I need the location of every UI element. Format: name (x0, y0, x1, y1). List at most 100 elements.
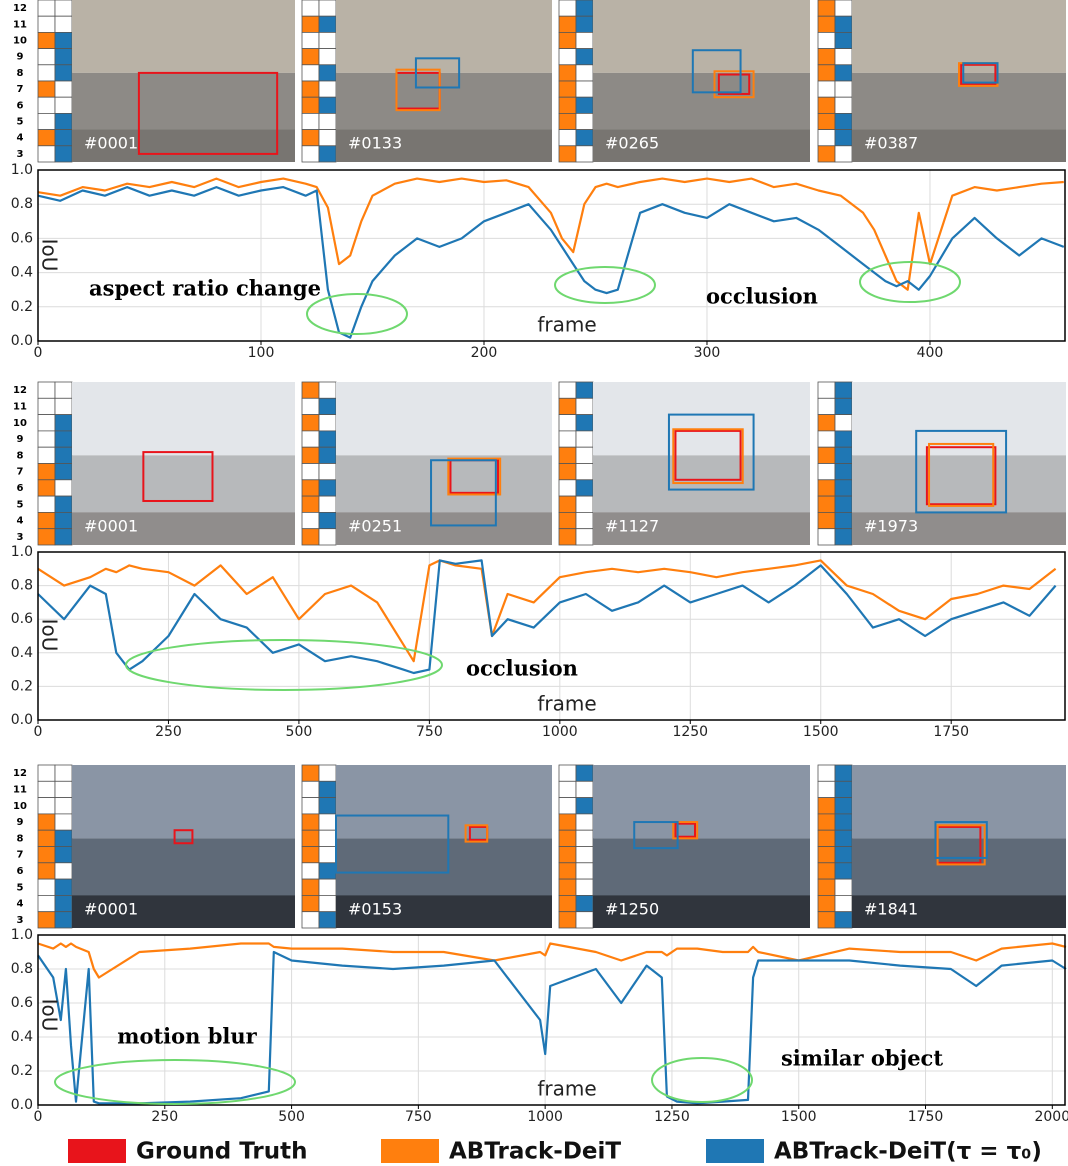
layer-cell (55, 146, 72, 162)
layer-cell (319, 113, 336, 129)
layer-cell (319, 464, 336, 480)
layer-cell (559, 130, 576, 146)
layer-cell (576, 81, 593, 97)
layer-cell (818, 431, 835, 447)
layer-cell (559, 814, 576, 830)
layer-cell (55, 912, 72, 928)
layer-cell (576, 512, 593, 528)
layer-cell (576, 146, 593, 162)
layer-label: 12 (13, 768, 27, 779)
layer-cell (38, 912, 55, 928)
layer-cell (302, 480, 319, 496)
layer-cell (559, 431, 576, 447)
layer-cell (818, 113, 835, 129)
layer-cell (835, 798, 852, 814)
layer-cell (319, 97, 336, 113)
layer-label: 3 (17, 532, 24, 543)
layer-cell (319, 81, 336, 97)
y-tick-label: 0.8 (11, 961, 33, 977)
layer-cell (818, 529, 835, 545)
layer-cell (835, 49, 852, 65)
layer-cell (576, 912, 593, 928)
layer-cell (559, 447, 576, 463)
layer-cell (302, 130, 319, 146)
figure: 1211109876543#0001#0133#0265#03870.00.20… (0, 0, 1068, 1166)
layer-cell (319, 879, 336, 895)
layer-cell (55, 415, 72, 431)
layer-cell (835, 847, 852, 863)
layer-cell (319, 529, 336, 545)
layer-label: 10 (13, 801, 27, 812)
layer-cell (302, 895, 319, 911)
image-sky (852, 0, 1066, 73)
x-tick-label: 1250 (672, 724, 708, 740)
layer-cell (835, 415, 852, 431)
layer-cell (576, 49, 593, 65)
layer-cell (55, 765, 72, 781)
layer-cell (302, 81, 319, 97)
layer-cell (576, 32, 593, 48)
y-tick-label: 0.2 (11, 1063, 33, 1079)
layer-cell (818, 16, 835, 32)
layer-cell (302, 781, 319, 797)
layer-cell (319, 447, 336, 463)
layer-cell (55, 130, 72, 146)
layer-cell (559, 912, 576, 928)
layer-cell (55, 97, 72, 113)
layer-cell (818, 798, 835, 814)
layer-cell (38, 512, 55, 528)
layer-cell (559, 512, 576, 528)
frame-label: #0265 (605, 134, 659, 153)
layer-cell (559, 49, 576, 65)
layer-label: 4 (17, 516, 24, 527)
layer-cell (302, 863, 319, 879)
layer-cell (38, 447, 55, 463)
layer-cell (818, 895, 835, 911)
layer-label: 11 (13, 401, 27, 412)
layer-cell (576, 464, 593, 480)
layer-cell (559, 863, 576, 879)
y-tick-label: 0.8 (11, 196, 33, 212)
layer-cell (55, 529, 72, 545)
layer-label: 7 (17, 850, 24, 861)
layer-cell (576, 798, 593, 814)
frame-label: #0001 (84, 134, 138, 153)
image-sky (72, 382, 295, 455)
image-sky (336, 382, 552, 455)
y-tick-label: 0.6 (11, 995, 33, 1011)
x-axis-label: frame (537, 313, 596, 337)
layer-cell (576, 830, 593, 846)
layer-cell (38, 895, 55, 911)
y-tick-label: 1.0 (11, 544, 33, 560)
y-axis-label: IoU (38, 619, 62, 652)
layer-cell (302, 16, 319, 32)
layer-cell (38, 113, 55, 129)
frame-label: #0001 (84, 900, 138, 919)
layer-cell (302, 97, 319, 113)
y-tick-label: 0.2 (11, 299, 33, 315)
x-tick-label: 1750 (908, 1109, 944, 1125)
y-tick-label: 0.4 (11, 645, 33, 661)
layer-cell (302, 830, 319, 846)
layer-cell (55, 65, 72, 81)
layer-cell (559, 16, 576, 32)
y-tick-label: 0.2 (11, 678, 33, 694)
layer-cell (38, 879, 55, 895)
layer-cell (38, 781, 55, 797)
layer-cell (559, 895, 576, 911)
layer-cell (818, 814, 835, 830)
layer-cell (55, 113, 72, 129)
layer-cell (835, 447, 852, 463)
y-tick-label: 0.0 (11, 712, 33, 728)
layer-cell (319, 847, 336, 863)
layer-cell (818, 765, 835, 781)
frame-label: #0251 (348, 517, 402, 536)
layer-cell (559, 65, 576, 81)
layer-cell (319, 830, 336, 846)
x-tick-label: 500 (286, 724, 313, 740)
layer-cell (559, 415, 576, 431)
layer-cell (559, 847, 576, 863)
y-tick-label: 0.0 (11, 333, 33, 349)
layer-cell (559, 382, 576, 398)
layer-cell (576, 879, 593, 895)
